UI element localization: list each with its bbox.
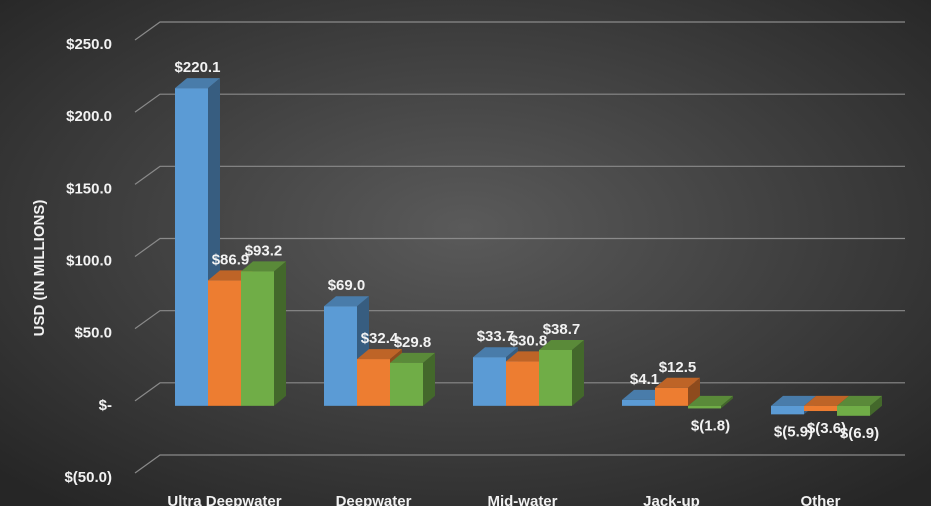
- y-axis-label: USD (IN MILLIONS): [31, 200, 48, 337]
- bar-top: [357, 349, 402, 360]
- bar-top: [473, 347, 518, 358]
- data-label: $29.8: [394, 334, 432, 351]
- bar: [175, 88, 208, 406]
- data-label: $12.5: [659, 359, 697, 376]
- data-label: $93.2: [245, 242, 283, 259]
- y-tick-label: $250.0: [66, 36, 112, 53]
- data-label: $69.0: [328, 277, 366, 294]
- bar: [655, 387, 688, 406]
- x-tick-label: Ultra Deepwater: [167, 493, 281, 506]
- data-label: $(6.9): [840, 425, 879, 442]
- y-tick-label: $100.0: [66, 252, 112, 269]
- bar-side: [572, 339, 584, 406]
- bar-top: [539, 339, 584, 350]
- grid-line: [134, 310, 905, 330]
- x-tick-label: Jack-up: [643, 493, 700, 506]
- bar: [804, 405, 837, 412]
- data-label: $33.7: [477, 328, 515, 345]
- data-label: $38.7: [543, 321, 581, 338]
- y-tick-label: $-: [99, 397, 112, 414]
- data-label: $4.1: [630, 371, 659, 388]
- x-tick-label: Deepwater: [336, 493, 412, 506]
- bar: [837, 405, 870, 416]
- grid-line: [134, 382, 905, 402]
- bar-top: [771, 395, 816, 406]
- bar-side: [688, 377, 700, 406]
- bar-top: [837, 395, 882, 406]
- bar-side: [423, 352, 435, 406]
- y-tick-label: $200.0: [66, 108, 112, 125]
- bar-side: [721, 395, 733, 409]
- bar-top: [324, 296, 369, 307]
- bar-top: [390, 352, 435, 363]
- bar-top: [688, 395, 733, 406]
- data-label: $(1.8): [691, 417, 730, 434]
- bar-side: [870, 395, 882, 416]
- bar: [241, 271, 274, 406]
- bar: [208, 280, 241, 406]
- grid-line: [134, 93, 905, 113]
- bar: [622, 399, 655, 406]
- data-label: $(3.6): [807, 420, 846, 437]
- data-label: $(5.9): [774, 423, 813, 440]
- bar-side: [274, 261, 286, 406]
- bar-top: [175, 78, 220, 89]
- bar-top: [804, 395, 849, 406]
- x-tick-label: Other: [800, 493, 840, 506]
- grid-line: [134, 454, 905, 474]
- bar: [390, 362, 423, 406]
- bar-top: [655, 377, 700, 388]
- bar: [357, 359, 390, 406]
- bar: [688, 405, 721, 409]
- data-label: $30.8: [510, 332, 548, 349]
- data-label: $220.1: [175, 59, 221, 76]
- data-label: $86.9: [212, 251, 250, 268]
- x-tick-label: Mid-water: [487, 493, 557, 506]
- bar: [506, 361, 539, 406]
- bar-top: [241, 261, 286, 272]
- y-tick-label: $50.0: [74, 325, 112, 342]
- data-label: $32.4: [361, 330, 399, 347]
- bar: [324, 306, 357, 406]
- bar: [771, 405, 804, 415]
- grid-line: [134, 21, 905, 41]
- bar: [473, 357, 506, 406]
- y-tick-label: $(50.0): [64, 469, 112, 486]
- grid-line: [134, 165, 905, 185]
- grid-line: [134, 237, 905, 257]
- y-tick-label: $150.0: [66, 180, 112, 197]
- bar: [539, 349, 572, 406]
